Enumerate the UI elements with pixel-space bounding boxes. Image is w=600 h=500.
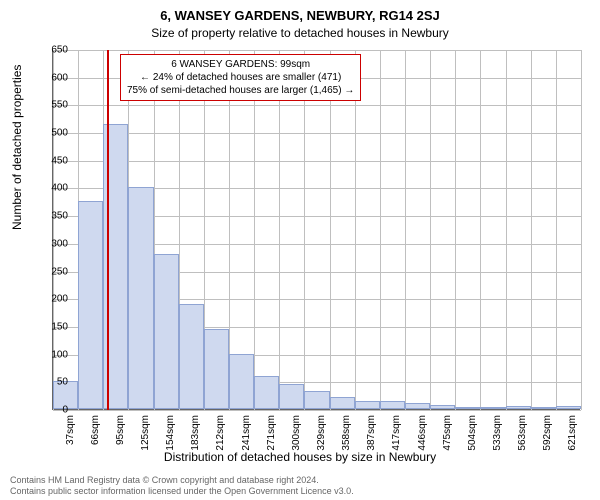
gridline-v bbox=[304, 50, 305, 410]
histogram-bar bbox=[430, 405, 455, 409]
gridline-v bbox=[279, 50, 280, 410]
y-tick-label: 450 bbox=[38, 155, 68, 166]
x-tick-label: 358sqm bbox=[341, 415, 352, 465]
histogram-bar bbox=[279, 384, 304, 409]
histogram-bar bbox=[204, 329, 229, 409]
x-tick-label: 300sqm bbox=[291, 415, 302, 465]
y-tick-label: 550 bbox=[38, 100, 68, 111]
histogram-bar bbox=[229, 354, 254, 409]
annotation-line-1: 6 WANSEY GARDENS: 99sqm bbox=[127, 58, 354, 71]
y-tick-label: 50 bbox=[38, 377, 68, 388]
gridline-v bbox=[430, 50, 431, 410]
y-tick-label: 300 bbox=[38, 238, 68, 249]
gridline-h bbox=[53, 50, 581, 51]
y-tick-label: 250 bbox=[38, 266, 68, 277]
x-tick-label: 475sqm bbox=[442, 415, 453, 465]
x-tick-label: 621sqm bbox=[567, 415, 578, 465]
histogram-bar bbox=[480, 407, 505, 409]
gridline-v bbox=[405, 50, 406, 410]
x-tick-label: 125sqm bbox=[140, 415, 151, 465]
gridline-h bbox=[53, 105, 581, 106]
y-tick-label: 600 bbox=[38, 72, 68, 83]
y-tick-label: 400 bbox=[38, 183, 68, 194]
y-tick-label: 0 bbox=[38, 405, 68, 416]
histogram-bar bbox=[405, 403, 430, 409]
x-tick-label: 504sqm bbox=[467, 415, 478, 465]
footer-line-1: Contains HM Land Registry data © Crown c… bbox=[10, 475, 354, 486]
footer: Contains HM Land Registry data © Crown c… bbox=[10, 475, 354, 497]
y-tick-label: 500 bbox=[38, 128, 68, 139]
x-tick-label: 446sqm bbox=[417, 415, 428, 465]
histogram-bar bbox=[254, 376, 279, 409]
histogram-bar bbox=[355, 401, 380, 409]
chart-area: 6 WANSEY GARDENS: 99sqm ← 24% of detache… bbox=[52, 50, 580, 410]
x-tick-label: 154sqm bbox=[165, 415, 176, 465]
y-tick-label: 200 bbox=[38, 294, 68, 305]
y-tick-label: 150 bbox=[38, 321, 68, 332]
gridline-h bbox=[53, 161, 581, 162]
y-tick-label: 350 bbox=[38, 211, 68, 222]
x-tick-label: 66sqm bbox=[90, 415, 101, 465]
annotation-line-3: 75% of semi-detached houses are larger (… bbox=[127, 84, 354, 97]
x-tick-label: 533sqm bbox=[492, 415, 503, 465]
gridline-v bbox=[581, 50, 582, 410]
annotation-line-2: ← 24% of detached houses are smaller (47… bbox=[127, 71, 354, 84]
annotation-box: 6 WANSEY GARDENS: 99sqm ← 24% of detache… bbox=[120, 54, 361, 101]
histogram-bar bbox=[506, 406, 531, 409]
page-title: 6, WANSEY GARDENS, NEWBURY, RG14 2SJ bbox=[0, 0, 600, 23]
gridline-v bbox=[480, 50, 481, 410]
histogram-bar bbox=[78, 201, 103, 409]
y-tick-label: 100 bbox=[38, 349, 68, 360]
histogram-bar bbox=[330, 397, 355, 409]
y-tick-label: 650 bbox=[38, 45, 68, 56]
x-tick-label: 271sqm bbox=[266, 415, 277, 465]
gridline-v bbox=[455, 50, 456, 410]
gridline-h bbox=[53, 410, 581, 411]
x-tick-label: 329sqm bbox=[316, 415, 327, 465]
gridline-h bbox=[53, 133, 581, 134]
footer-line-2: Contains public sector information licen… bbox=[10, 486, 354, 497]
histogram-bar bbox=[128, 187, 153, 409]
histogram-bar bbox=[304, 391, 329, 409]
plot-region bbox=[52, 50, 580, 410]
x-tick-label: 592sqm bbox=[542, 415, 553, 465]
gridline-v bbox=[506, 50, 507, 410]
histogram-bar bbox=[380, 401, 405, 409]
y-axis-label: Number of detached properties bbox=[10, 65, 24, 230]
x-tick-label: 183sqm bbox=[190, 415, 201, 465]
gridline-v bbox=[380, 50, 381, 410]
histogram-bar bbox=[179, 304, 204, 409]
histogram-bar bbox=[154, 254, 179, 409]
gridline-v bbox=[556, 50, 557, 410]
gridline-v bbox=[355, 50, 356, 410]
page-subtitle: Size of property relative to detached ho… bbox=[0, 23, 600, 40]
x-tick-label: 563sqm bbox=[517, 415, 528, 465]
gridline-v bbox=[254, 50, 255, 410]
x-tick-label: 95sqm bbox=[115, 415, 126, 465]
x-tick-label: 417sqm bbox=[391, 415, 402, 465]
marker-line bbox=[107, 50, 109, 410]
x-tick-label: 387sqm bbox=[366, 415, 377, 465]
x-tick-label: 37sqm bbox=[65, 415, 76, 465]
histogram-bar bbox=[455, 407, 480, 409]
x-tick-label: 241sqm bbox=[241, 415, 252, 465]
x-tick-label: 212sqm bbox=[215, 415, 226, 465]
gridline-v bbox=[330, 50, 331, 410]
gridline-v bbox=[531, 50, 532, 410]
histogram-bar bbox=[531, 407, 556, 409]
histogram-bar bbox=[556, 406, 581, 409]
